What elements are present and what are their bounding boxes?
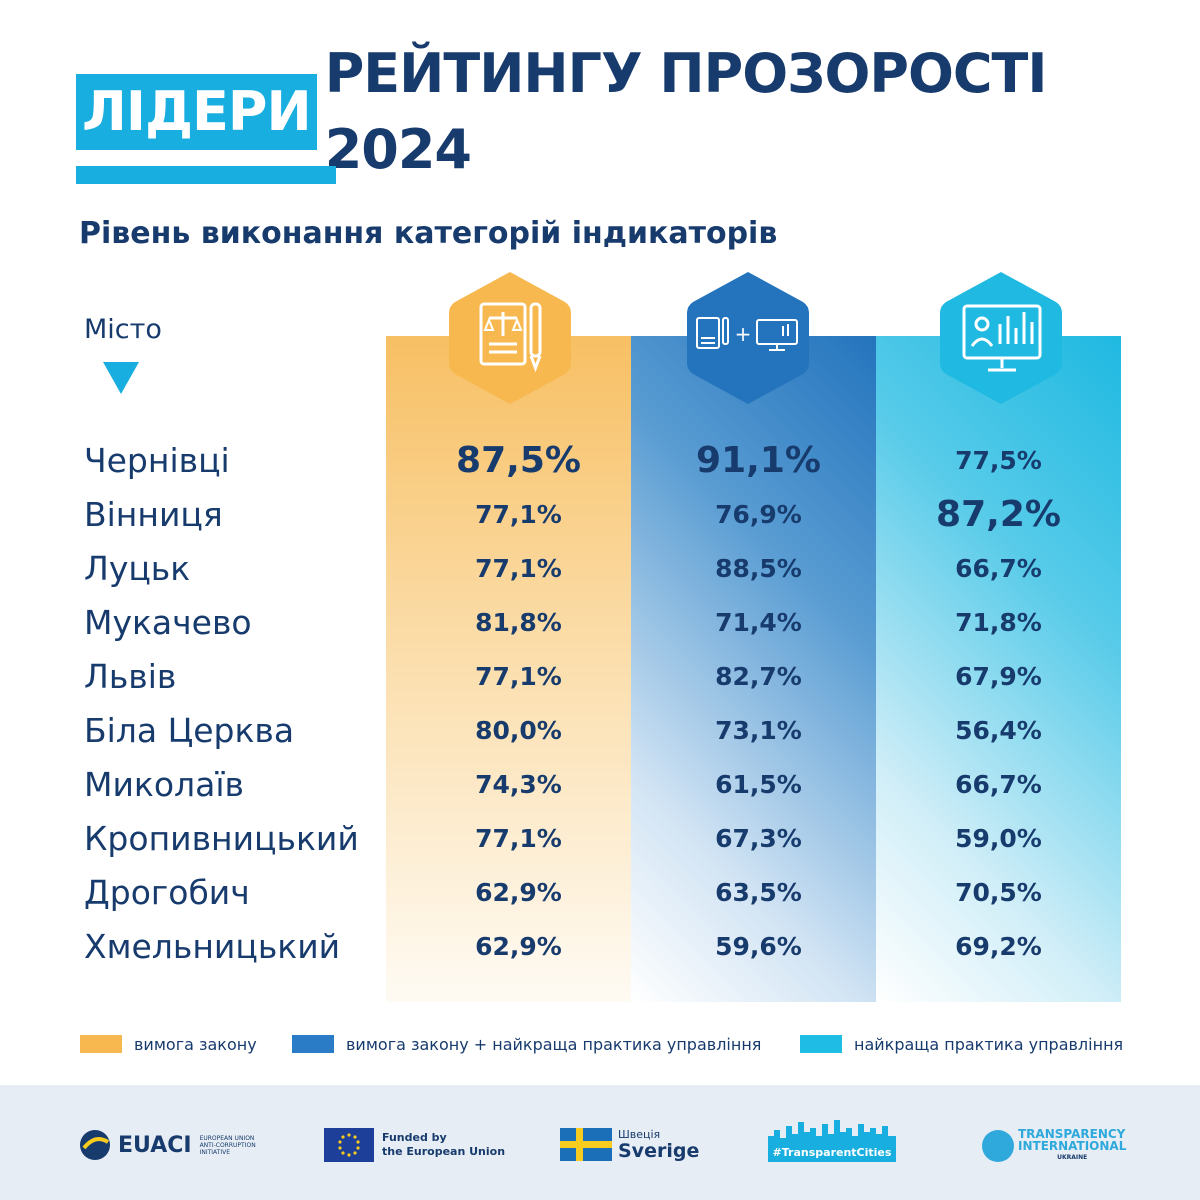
value-law: 74,3% xyxy=(475,770,562,799)
document-plus-computer-icon: + xyxy=(683,268,813,408)
triangle-down-icon xyxy=(103,362,139,394)
svg-text:+: + xyxy=(735,322,752,346)
table-row: Миколаїв 74,3% 61,5% 66,7% xyxy=(0,758,1200,812)
value-best-practice: 56,4% xyxy=(955,716,1042,745)
value-law-plus-best: 82,7% xyxy=(715,662,802,691)
column-law-plus-best-background xyxy=(631,336,876,1002)
value-law: 77,1% xyxy=(475,662,562,691)
value-law: 62,9% xyxy=(475,932,562,961)
table-row: Кропивницький 77,1% 67,3% 59,0% xyxy=(0,812,1200,866)
value-law: 77,1% xyxy=(475,500,562,529)
legend-swatch-law xyxy=(80,1035,122,1053)
sweden-line1: Швеція xyxy=(618,1127,661,1141)
value-law-plus-best: 67,3% xyxy=(715,824,802,853)
value-law-plus-best: 91,1% xyxy=(696,440,821,481)
legend-swatch-law-plus-best xyxy=(292,1035,334,1053)
legend-item-law: вимога закону xyxy=(80,1032,257,1056)
value-law: 87,5% xyxy=(456,440,581,481)
euaci-logo: EUACI EUROPEAN UNION ANTI-CORRUPTION INI… xyxy=(78,1128,270,1162)
value-best-practice: 66,7% xyxy=(955,770,1042,799)
sweden-logo: Швеція Sverige xyxy=(560,1128,699,1161)
eu-line1: Funded by xyxy=(382,1131,447,1144)
city-column-header: Місто xyxy=(84,314,162,345)
value-best-practice: 87,2% xyxy=(936,494,1061,535)
city-name: Вінниця xyxy=(84,495,223,534)
city-name: Львів xyxy=(84,657,177,696)
legend-item-best-practice: найкраща практика управління xyxy=(800,1032,1123,1056)
column-law-background xyxy=(386,336,631,1002)
value-best-practice: 59,0% xyxy=(955,824,1042,853)
city-name: Миколаїв xyxy=(84,765,244,804)
table-row: Луцьк 77,1% 88,5% 66,7% xyxy=(0,542,1200,596)
euaci-globe-icon xyxy=(80,1130,110,1160)
ti-emblem-icon xyxy=(982,1130,1014,1162)
ti-line3: UKRAINE xyxy=(1057,1154,1088,1161)
euaci-subtitle: EUROPEAN UNION ANTI-CORRUPTION INITIATIV… xyxy=(199,1134,256,1156)
city-skyline-icon xyxy=(768,1120,896,1146)
value-law-plus-best: 61,5% xyxy=(715,770,802,799)
value-law: 62,9% xyxy=(475,878,562,907)
value-best-practice: 69,2% xyxy=(955,932,1042,961)
title-rest: РЕЙТИНГУ ПРОЗОРОСТІ 2024 xyxy=(324,42,1048,181)
table-row: Біла Церква 80,0% 73,1% 56,4% xyxy=(0,704,1200,758)
table-row: Чернівці 87,5% 91,1% 77,5% xyxy=(0,434,1200,488)
value-best-practice: 67,9% xyxy=(955,662,1042,691)
transparent-cities-tag: #TransparentCities xyxy=(768,1144,896,1162)
value-law: 77,1% xyxy=(475,554,562,583)
computer-analytics-icon xyxy=(936,268,1066,408)
value-best-practice: 70,5% xyxy=(955,878,1042,907)
value-law-plus-best: 63,5% xyxy=(715,878,802,907)
legend-swatch-best-practice xyxy=(800,1035,842,1053)
page-title: ЛІДЕРИ РЕЙТИНГУ ПРОЗОРОСТІ 2024 xyxy=(76,42,1200,181)
title-underline xyxy=(76,166,336,184)
table-row: Мукачево 81,8% 71,4% 71,8% xyxy=(0,596,1200,650)
value-law: 77,1% xyxy=(475,824,562,853)
title-highlight: ЛІДЕРИ xyxy=(76,74,317,150)
eu-funded-text: Funded by the European Union xyxy=(382,1131,505,1159)
city-name: Хмельницький xyxy=(84,927,341,966)
table-row: Хмельницький 62,9% 59,6% 69,2% xyxy=(0,920,1200,974)
table-row: Вінниця 77,1% 76,9% 87,2% xyxy=(0,488,1200,542)
subtitle: Рівень виконання категорій індикаторів xyxy=(79,216,778,251)
table-row: Львів 77,1% 82,7% 67,9% xyxy=(0,650,1200,704)
legal-document-pen-icon xyxy=(445,268,575,408)
value-law-plus-best: 73,1% xyxy=(715,716,802,745)
euaci-name: EUACI xyxy=(118,1132,192,1158)
table-row: Дрогобич 62,9% 63,5% 70,5% xyxy=(0,866,1200,920)
value-best-practice: 71,8% xyxy=(955,608,1042,637)
value-law-plus-best: 88,5% xyxy=(715,554,802,583)
city-name: Кропивницький xyxy=(84,819,359,858)
ti-line2: INTERNATIONAL xyxy=(1018,1139,1127,1153)
column-best-practice-background xyxy=(876,336,1121,1002)
value-law-plus-best: 71,4% xyxy=(715,608,802,637)
sweden-flag-icon xyxy=(560,1128,612,1161)
city-name: Дрогобич xyxy=(84,873,250,912)
legend-label-law-plus-best: вимога закону + найкраща практика управл… xyxy=(346,1034,762,1054)
transparency-international-logo: TRANSPARENCY INTERNATIONAL UKRAINE xyxy=(982,1128,1126,1164)
value-law-plus-best: 76,9% xyxy=(715,500,802,529)
ti-line1: TRANSPARENCY xyxy=(1018,1127,1126,1141)
city-name: Луцьк xyxy=(84,549,191,588)
eu-line2: the European Union xyxy=(382,1145,506,1158)
city-name: Біла Церква xyxy=(84,711,295,750)
city-name: Чернівці xyxy=(84,441,230,480)
value-law: 80,0% xyxy=(475,716,562,745)
legend-label-law: вимога закону xyxy=(134,1034,257,1054)
value-law-plus-best: 59,6% xyxy=(715,932,802,961)
eu-funded-logo: Funded by the European Union xyxy=(324,1128,505,1162)
value-law: 81,8% xyxy=(475,608,562,637)
legend-label-best-practice: найкраща практика управління xyxy=(854,1034,1124,1054)
value-best-practice: 66,7% xyxy=(955,554,1042,583)
city-name: Мукачево xyxy=(84,603,252,642)
sweden-line2: Sverige xyxy=(618,1139,700,1162)
eu-flag-icon xyxy=(324,1128,374,1162)
legend-item-law-plus-best: вимога закону + найкраща практика управл… xyxy=(292,1032,761,1056)
value-best-practice: 77,5% xyxy=(955,446,1042,475)
transparent-cities-logo: #TransparentCities xyxy=(768,1118,896,1162)
